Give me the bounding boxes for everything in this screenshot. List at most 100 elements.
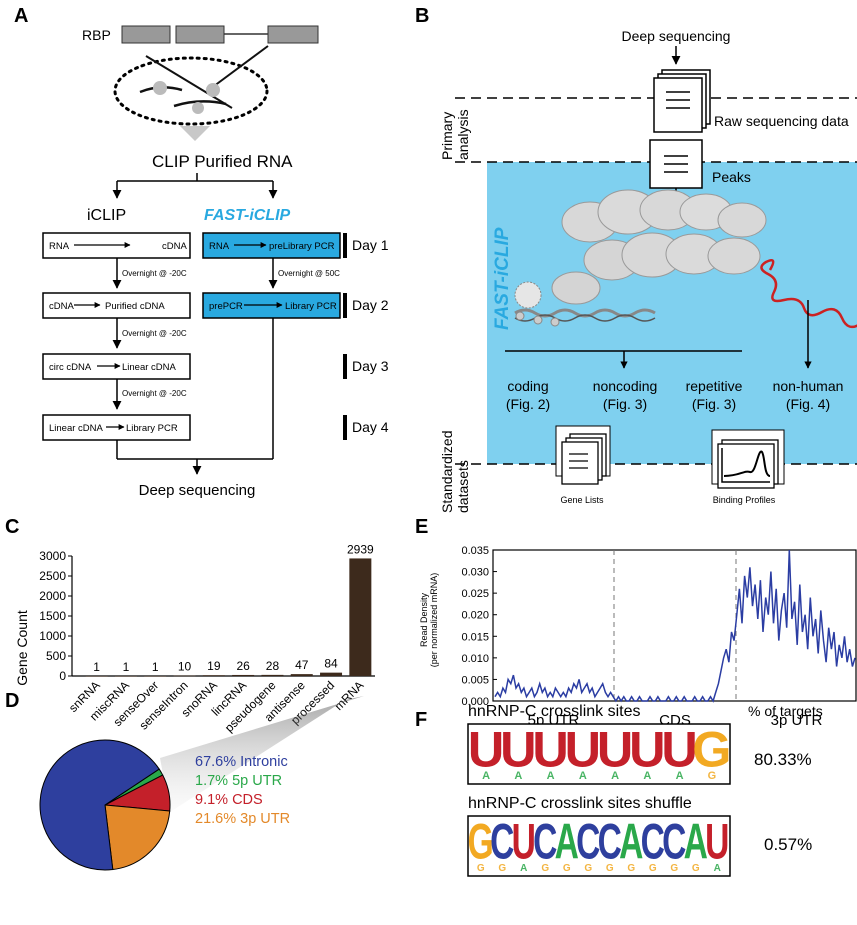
zoom-wedge — [160, 696, 364, 812]
protein-blob-1 — [153, 81, 167, 95]
c-bar — [202, 675, 225, 676]
logo-minor-letter: G — [649, 863, 657, 874]
nonhuman-fig: (Fig. 4) — [786, 396, 830, 412]
pie-slice — [39, 739, 160, 871]
c-bar-value: 28 — [266, 659, 280, 673]
panel-a-label: A — [14, 5, 28, 27]
rbp-label: RBP — [82, 27, 111, 43]
e-series-line — [494, 549, 856, 703]
logo-minor-letter: G — [627, 863, 635, 874]
logo-minor-letter: G — [606, 863, 614, 874]
day-bar — [343, 233, 347, 258]
pie-label-intronic: 67.6% Intronic — [195, 754, 288, 770]
e-ytick-label: 0.000 — [461, 696, 489, 708]
logo-minor-letter: A — [482, 770, 490, 782]
logo-title-2: hnRNP-C crosslink sites shuffle — [468, 795, 692, 812]
day-label: Day 2 — [352, 297, 389, 313]
step-text: Linear cDNA — [122, 362, 177, 373]
day-bar — [343, 415, 347, 440]
step-text: preLibrary PCR — [269, 241, 335, 252]
logo-letter: U — [661, 720, 697, 777]
panel-e: E Read Density (per normalized mRNA) 0.0… — [415, 516, 857, 729]
c-ylabel: Gene Count — [14, 610, 30, 686]
c-bar-value: 47 — [295, 658, 309, 672]
c-ytick-label: 2000 — [39, 589, 66, 603]
gap-text: Overnight @ -20C — [122, 389, 187, 398]
c-bar-value: 26 — [236, 659, 250, 673]
step-text: Library PCR — [126, 423, 178, 434]
protein-blob-3 — [192, 102, 204, 114]
logo-minor-letter: A — [676, 770, 684, 782]
e-ytick-label: 0.015 — [461, 631, 489, 643]
raw-data-icon — [653, 69, 711, 133]
pie-label-cds: 9.1% CDS — [195, 792, 263, 808]
e-ytick-label: 0.025 — [461, 588, 489, 600]
logo-letter: A — [555, 814, 579, 870]
step-text: Linear cDNA — [49, 423, 104, 434]
nonhuman-label: non-human — [773, 378, 844, 394]
e-ylabel-2: (per normalized mRNA) — [429, 573, 439, 668]
c-bar — [290, 674, 313, 676]
c-bar — [349, 558, 372, 676]
logo-letter: U — [468, 720, 504, 777]
iclip-step-3: circ cDNA Linear cDNA — [42, 353, 191, 380]
logo-box-1 — [467, 723, 731, 785]
c-ytick-label: 0 — [59, 669, 66, 683]
gap-text: Overnight @ -20C — [122, 269, 187, 278]
line-chart: 0.000 0.005 0.010 0.015 0.020 0.025 0.030 0.035… — [461, 545, 857, 729]
c-ytick-label: 3000 — [39, 549, 66, 563]
e-ytick-label: 0.005 — [461, 674, 489, 686]
iclip-title: iCLIP — [87, 207, 126, 224]
logo-letter: C — [533, 814, 557, 870]
logo-minor-letter: A — [520, 863, 527, 874]
gap-text: Overnight @ -20C — [122, 329, 187, 338]
c-bar-value: 10 — [178, 660, 192, 674]
noncoding-label: noncoding — [593, 378, 658, 394]
exon-1 — [121, 25, 171, 44]
logo-box-2 — [467, 815, 731, 877]
logo-letter: C — [598, 814, 622, 870]
bar-chart: 0500100015002000250030001snRNA1miscRNA1s… — [39, 542, 375, 735]
c-bar — [114, 675, 137, 677]
iclip-step-2: cDNA Purified cDNA — [42, 292, 191, 319]
c-bar — [144, 675, 167, 677]
e-ytick-label: 0.030 — [461, 567, 489, 579]
step-text: cDNA — [162, 241, 187, 252]
c-bar — [173, 675, 196, 677]
logo-minor-letter: G — [477, 863, 485, 874]
step-text: circ cDNA — [49, 362, 92, 373]
panel-f: F hnRNP-C crosslink sites % of targets U… — [415, 703, 823, 877]
logo-minor-letter: G — [670, 863, 678, 874]
pie-label-5p: 1.7% 5p UTR — [195, 773, 282, 789]
c-ytick-label: 500 — [46, 649, 66, 663]
raw-data-label: Raw sequencing data — [714, 113, 849, 129]
c-ytick-label: 1000 — [39, 629, 66, 643]
e-ylabel: Read Density — [419, 592, 429, 647]
pct-value-1: 80.33% — [754, 750, 812, 769]
protein-blob-2 — [206, 83, 220, 97]
c-ytick-label: 2500 — [39, 569, 66, 583]
panel-c: C Gene Count 0500100015002000250030001sn… — [5, 516, 375, 735]
step-text: Library PCR — [285, 301, 337, 312]
logo-title-1: hnRNP-C crosslink sites — [468, 703, 640, 720]
pie-chart — [39, 739, 171, 871]
logo-letter: C — [576, 814, 600, 870]
primary-label-1: Primary — [439, 112, 455, 160]
logo-letter: A — [619, 814, 643, 870]
logo-letter: U — [532, 720, 568, 777]
standardized-label-2: datasets — [455, 460, 471, 513]
gene-lists-label: Gene Lists — [560, 495, 604, 505]
c-bar-value: 1 — [93, 660, 100, 674]
repetitive-fig: (Fig. 3) — [692, 396, 736, 412]
step-text: RNA — [49, 241, 70, 252]
fast-iclip-title: FAST-iCLIP — [204, 207, 291, 224]
panel-b-label: B — [415, 5, 429, 27]
step-text: Purified cDNA — [105, 301, 165, 312]
logo-minor-letter: A — [643, 770, 651, 782]
logo-minor-letter: A — [547, 770, 555, 782]
c-bar-value: 19 — [207, 659, 221, 673]
panel-f-label: F — [415, 709, 427, 731]
logo-minor-letter: G — [584, 863, 592, 874]
c-bar-value: 1 — [123, 660, 130, 674]
step-text: RNA — [209, 241, 230, 252]
